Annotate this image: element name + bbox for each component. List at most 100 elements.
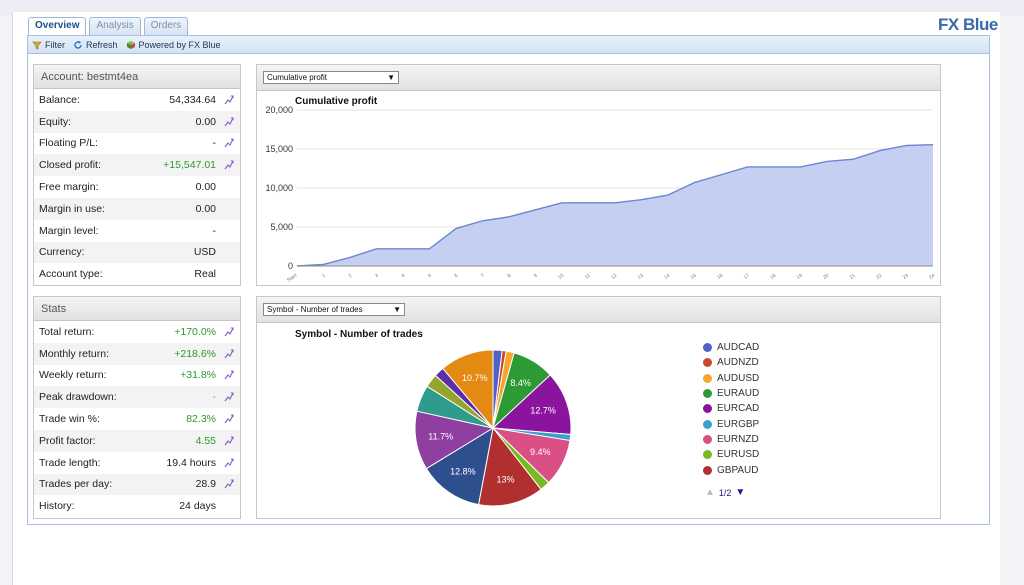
account-row: Margin in use: 0.00 <box>34 197 240 220</box>
profit-area <box>297 144 933 266</box>
legend-item[interactable]: GBPAUD <box>703 462 759 477</box>
account-row: Free margin: 0.00 <box>34 176 240 198</box>
tab-overview[interactable]: Overview <box>28 17 87 36</box>
pie-slice[interactable] <box>491 374 572 436</box>
tab-bar: Overview Analysis Orders <box>28 17 189 36</box>
pie-slice[interactable] <box>414 410 495 470</box>
x-tick-label: 20 <box>822 273 830 281</box>
stats-row-value: - <box>212 391 217 404</box>
profit-chart-panel: Cumulative profit ▼ Cumulative profit 0 5,… <box>256 64 941 286</box>
legend-color-dot <box>703 358 712 368</box>
pie-slice[interactable] <box>442 349 494 430</box>
account-row-label: Free margin: <box>39 181 99 194</box>
chart-link-icon[interactable] <box>224 117 234 127</box>
pie-title: Symbol - Number of trades <box>295 329 423 340</box>
legend-item[interactable]: EURNZD <box>703 432 759 447</box>
stats-row: Profit factor: 4.55 <box>34 429 240 452</box>
legend-item[interactable]: EURAUD <box>703 386 759 401</box>
account-row-label: Floating P/L: <box>39 137 98 150</box>
legend-item[interactable]: EURCAD <box>703 401 759 416</box>
y-tick-label: 5,000 <box>270 222 293 232</box>
refresh-button[interactable]: Refresh <box>73 40 118 50</box>
chart-link-icon[interactable] <box>224 370 234 380</box>
legend-item[interactable]: AUDCAD <box>703 340 759 355</box>
x-tick-label: 8 <box>506 273 512 280</box>
chart-link-icon[interactable] <box>224 392 234 402</box>
legend-item[interactable]: EURUSD <box>703 447 759 462</box>
legend-item[interactable]: AUDUSD <box>703 371 759 386</box>
chart-link-icon[interactable] <box>224 414 234 424</box>
stats-rows: Total return: +170.0% Monthly return: +218.… <box>34 321 240 518</box>
slice-label: 12.8% <box>450 467 476 477</box>
chevron-down-icon: ▼ <box>387 72 395 82</box>
chart-link-icon[interactable] <box>224 327 234 337</box>
stats-row-label: Trade length: <box>39 456 101 469</box>
stats-row-label: History: <box>39 500 75 513</box>
profit-line <box>296 144 934 267</box>
legend-item[interactable]: EURGBP <box>703 416 759 431</box>
breakdown-select[interactable]: Symbol - Number of trades ▼ <box>263 303 405 316</box>
legend-label: EURAUD <box>717 388 760 400</box>
x-tick-label: 15 <box>690 273 698 281</box>
x-tick-label: 17 <box>743 273 751 281</box>
filter-button[interactable]: Filter <box>32 40 65 50</box>
account-row-value: +15,547.01 <box>163 159 216 172</box>
x-tick-label: 22 <box>875 273 883 281</box>
symbol-chart-header: Symbol - Number of trades ▼ <box>257 297 940 323</box>
pie-slice[interactable] <box>425 426 494 506</box>
stats-row: Peak drawdown: - <box>34 386 240 409</box>
x-tick-label: 1 <box>321 273 327 280</box>
stats-row-label: Trade win %: <box>39 413 100 426</box>
x-tick-label: 11 <box>584 273 592 281</box>
legend-label: AUDCAD <box>717 342 760 354</box>
account-row-value: 54,334.64 <box>169 93 216 106</box>
stats-row-value: +31.8% <box>180 369 216 382</box>
chart-type-select-value: Cumulative profit <box>267 72 328 82</box>
stats-row: Total return: +170.0% <box>34 321 240 343</box>
page-down-icon[interactable]: ▼ <box>735 487 746 498</box>
refresh-icon <box>74 40 82 49</box>
account-row-label: Account type: <box>39 268 103 281</box>
x-tick-label: 9 <box>533 273 539 280</box>
stats-row-value: +170.0% <box>174 325 216 338</box>
filter-label: Filter <box>45 39 65 50</box>
account-row: Closed profit: +15,547.01 <box>34 154 240 177</box>
chart-link-icon[interactable] <box>224 349 234 359</box>
x-tick-label: 6 <box>453 273 459 280</box>
chart-link-icon[interactable] <box>224 138 234 148</box>
chart-type-select[interactable]: Cumulative profit ▼ <box>263 71 399 84</box>
chart-link-icon[interactable] <box>224 458 234 468</box>
account-row: Margin level: - <box>34 219 240 242</box>
y-tick-label: 20,000 <box>265 105 293 115</box>
powered-label: Powered by FX Blue <box>138 39 221 50</box>
stats-row-value: 4.55 <box>195 434 216 447</box>
legend-color-dot <box>703 404 712 414</box>
cumulative-profit-chart: Cumulative profit 0 5,000 10,000 15,000 20,00… <box>265 96 936 284</box>
y-tick-label: 10,000 <box>265 183 293 193</box>
pie-slice[interactable] <box>477 426 542 507</box>
chart-link-icon[interactable] <box>224 95 234 105</box>
slice-label: 10.7% <box>462 373 488 383</box>
y-tick-label: 0 <box>288 261 293 271</box>
chart-link-icon[interactable] <box>224 436 234 446</box>
stats-row-label: Profit factor: <box>39 434 96 447</box>
stats-row-value: 19.4 hours <box>166 456 216 469</box>
brand-logo: FX Blue <box>938 15 998 34</box>
slice-label: 12.7% <box>530 406 556 416</box>
x-tick-label: 23 <box>902 273 910 281</box>
account-title: Account: bestmt4ea <box>34 65 240 89</box>
stats-row: History: 24 days <box>34 495 240 518</box>
legend-item[interactable]: AUDNZD <box>703 355 759 370</box>
tab-analysis[interactable]: Analysis <box>89 17 141 35</box>
chart-link-icon[interactable] <box>224 479 234 489</box>
slice-label: 13% <box>497 475 515 485</box>
chart-link-icon[interactable] <box>224 160 234 170</box>
legend-label: EURUSD <box>717 449 760 461</box>
account-row: Balance: 54,334.64 <box>34 89 240 111</box>
powered-by-link[interactable]: Powered by FX Blue <box>126 40 221 50</box>
x-tick-label: Start <box>286 272 299 283</box>
legend-label: EURCAD <box>717 403 760 415</box>
page-up-icon[interactable]: ▲ <box>705 487 715 498</box>
legend-label: EURGBP <box>717 418 760 430</box>
tab-orders[interactable]: Orders <box>143 17 189 35</box>
